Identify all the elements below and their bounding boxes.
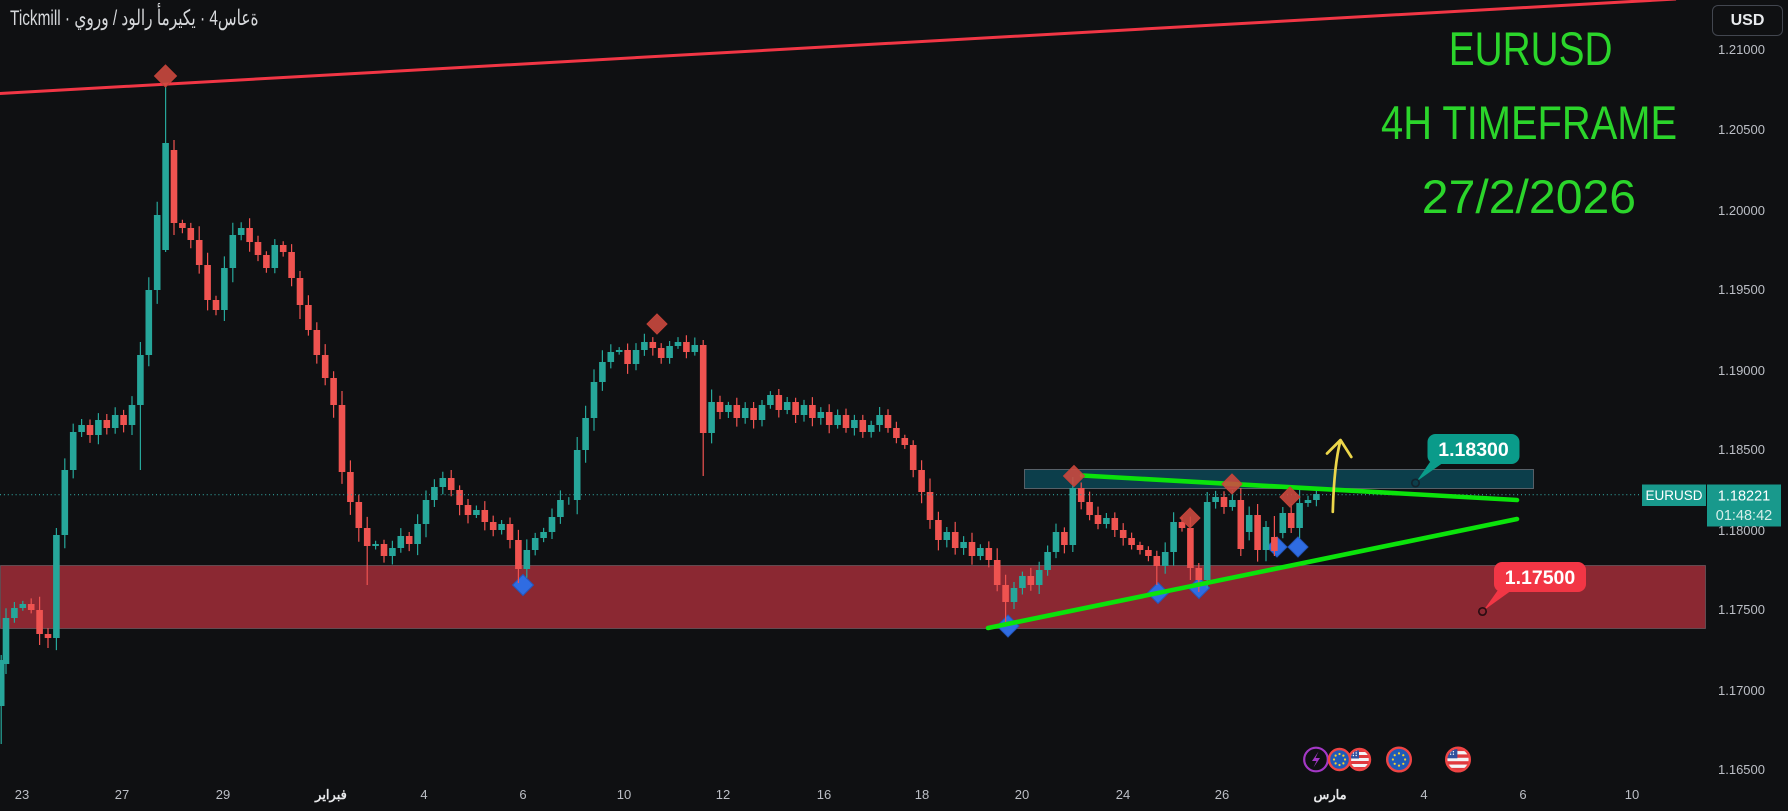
svg-text:EURUSD: EURUSD bbox=[1645, 488, 1702, 503]
svg-text:1.17500: 1.17500 bbox=[1505, 567, 1576, 589]
svg-text:1.18300: 1.18300 bbox=[1438, 439, 1509, 461]
svg-text:1.18221: 1.18221 bbox=[1718, 489, 1770, 505]
svg-text:01:48:42: 01:48:42 bbox=[1716, 508, 1772, 524]
